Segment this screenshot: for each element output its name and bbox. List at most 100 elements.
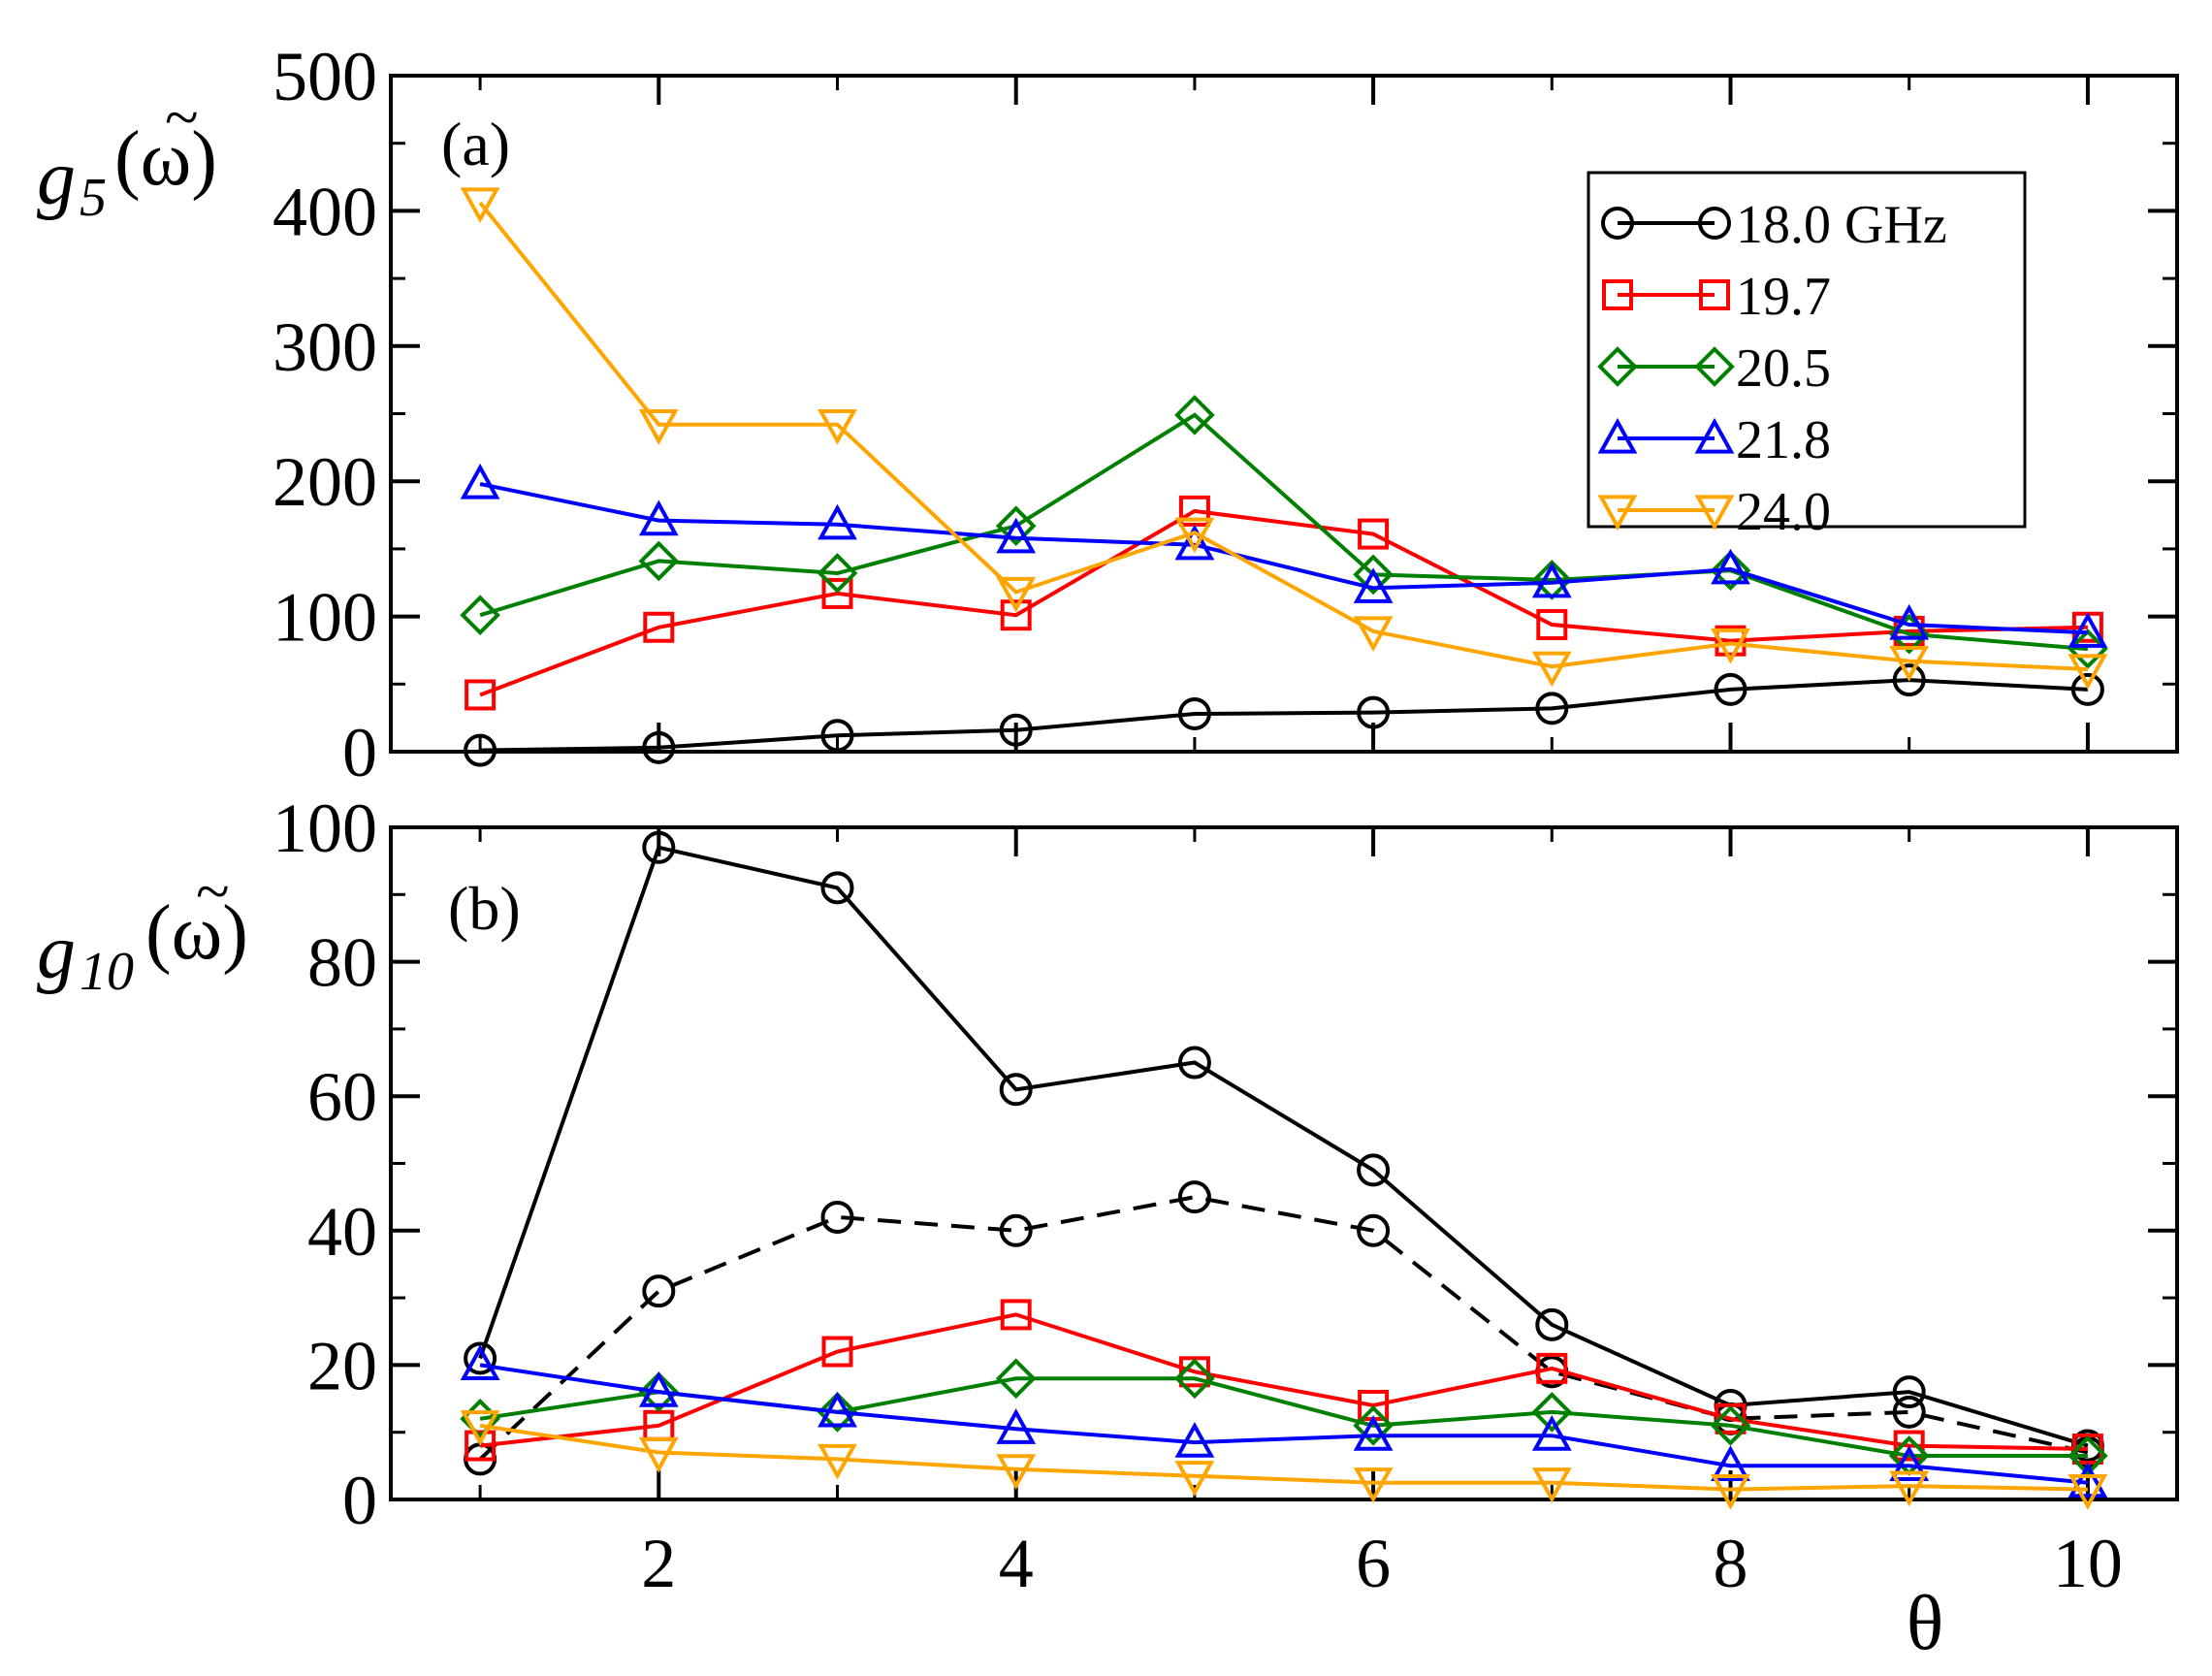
data-point bbox=[1535, 692, 1569, 725]
ylabel-b-accent: ~ bbox=[196, 856, 230, 925]
data-point bbox=[1715, 1402, 1747, 1434]
data-point bbox=[638, 1436, 679, 1473]
data-point bbox=[1711, 1474, 1750, 1510]
y-tick-label: 400 bbox=[272, 173, 377, 250]
data-point bbox=[817, 409, 857, 445]
y-tick-label: 100 bbox=[272, 790, 377, 867]
series-18-0-ghz bbox=[464, 830, 2104, 1463]
data-point bbox=[1711, 628, 1750, 664]
legend-label: 19.7 bbox=[1736, 267, 1831, 327]
data-point bbox=[642, 830, 676, 864]
legend-marker bbox=[1602, 279, 1633, 310]
legend-marker bbox=[1698, 207, 1731, 240]
series-18-0-ghz bbox=[464, 663, 2104, 767]
series-line bbox=[479, 508, 2088, 697]
data-point bbox=[638, 540, 680, 582]
panel-b-ylabel: g 10 (ω) ~ bbox=[37, 856, 248, 1002]
y-tick-label: 40 bbox=[307, 1193, 377, 1271]
data-point bbox=[1174, 517, 1215, 554]
y-tick-label: 80 bbox=[307, 924, 377, 1002]
ylabel-b-arg: (ω) bbox=[145, 890, 248, 976]
data-point bbox=[2070, 672, 2104, 706]
data-point bbox=[460, 1410, 500, 1446]
data-point bbox=[642, 730, 676, 764]
series-20-5 bbox=[460, 395, 2108, 669]
panel-b-series bbox=[460, 830, 2108, 1510]
data-point bbox=[2068, 612, 2108, 648]
data-point bbox=[1357, 695, 1391, 729]
data-point bbox=[2068, 1435, 2108, 1476]
data-point bbox=[996, 1408, 1037, 1444]
data-point bbox=[817, 1443, 857, 1480]
series-21-8 bbox=[460, 463, 2108, 648]
data-point bbox=[1710, 1404, 1751, 1446]
series-20-5 bbox=[460, 1358, 2108, 1476]
data-point bbox=[1889, 1445, 1930, 1481]
data-point bbox=[999, 1213, 1033, 1247]
series-24-0 bbox=[460, 1410, 2108, 1510]
legend-marker bbox=[1597, 417, 1638, 454]
y-tick-label: 20 bbox=[307, 1327, 377, 1404]
data-point bbox=[999, 713, 1033, 747]
legend: 18.0 GHz 19.7 20.5 21.8 24.0 bbox=[1587, 171, 2027, 542]
data-point bbox=[1174, 1421, 1215, 1458]
data-point bbox=[465, 679, 497, 711]
series-line bbox=[479, 412, 2089, 652]
data-point bbox=[1711, 1445, 1750, 1481]
panel-a-ylabel: g 5 (ω) ~ bbox=[37, 82, 217, 228]
legend-label: 21.8 bbox=[1736, 410, 1831, 470]
data-point bbox=[817, 553, 858, 594]
data-point bbox=[1178, 1356, 1210, 1388]
data-point bbox=[2068, 1462, 2108, 1499]
ylabel-a-accent: ~ bbox=[165, 82, 199, 151]
data-point bbox=[995, 1358, 1037, 1400]
data-point bbox=[820, 1200, 854, 1234]
data-point bbox=[821, 1336, 853, 1368]
y-tick-label: 0 bbox=[342, 714, 377, 791]
data-point bbox=[1174, 1461, 1215, 1497]
data-point bbox=[1710, 550, 1751, 592]
ylabel-a-arg: (ω) bbox=[114, 116, 217, 202]
legend-marker bbox=[1694, 495, 1735, 532]
data-point bbox=[1889, 646, 1930, 682]
data-point bbox=[2068, 628, 2108, 669]
series-line bbox=[478, 845, 2089, 1448]
legend-label: 18.0 GHz bbox=[1736, 195, 1947, 255]
y-tick-label: 0 bbox=[342, 1462, 377, 1539]
data-point bbox=[1174, 524, 1215, 561]
data-point bbox=[1353, 616, 1394, 653]
x-tick-label: 10 bbox=[2053, 1525, 2123, 1602]
y-tick-label: 300 bbox=[272, 308, 377, 386]
data-point bbox=[1177, 1180, 1211, 1214]
legend-marker bbox=[1694, 346, 1735, 387]
data-point bbox=[1536, 608, 1568, 640]
data-point bbox=[460, 463, 500, 500]
data-point bbox=[460, 595, 500, 636]
legend-box bbox=[1587, 171, 2027, 529]
series-line bbox=[479, 1363, 2089, 1485]
data-point bbox=[1535, 1307, 1569, 1341]
data-point bbox=[1893, 1430, 1925, 1462]
data-point bbox=[1889, 1470, 1930, 1507]
series-line bbox=[480, 678, 2089, 753]
data-point bbox=[1174, 1358, 1215, 1400]
data-point bbox=[1711, 548, 1750, 585]
y-tick-label: 60 bbox=[307, 1058, 377, 1136]
data-point bbox=[464, 1341, 497, 1375]
data-point bbox=[995, 505, 1037, 547]
data-point bbox=[1531, 1415, 1572, 1451]
series-line bbox=[479, 1423, 2088, 1492]
data-point bbox=[1714, 672, 1747, 706]
data-point bbox=[1353, 1415, 1394, 1451]
data-point bbox=[1357, 1213, 1391, 1247]
data-point bbox=[1531, 562, 1572, 598]
data-point bbox=[460, 1344, 500, 1380]
data-point bbox=[1531, 1392, 1573, 1433]
legend-label: 20.5 bbox=[1736, 338, 1831, 399]
panel-a-label: (a) bbox=[441, 110, 510, 178]
data-point bbox=[996, 576, 1037, 613]
